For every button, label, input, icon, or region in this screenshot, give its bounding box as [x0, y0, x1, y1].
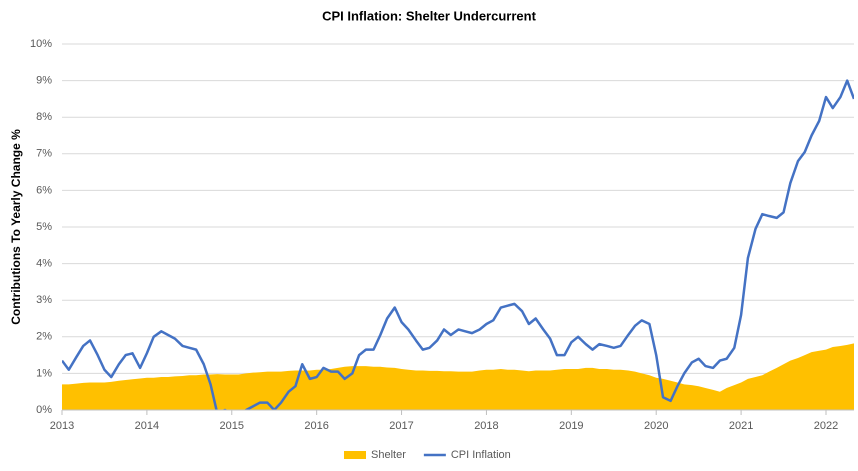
- line: [62, 79, 854, 410]
- y-axis-label: Contributions To Yearly Change %: [9, 129, 23, 325]
- x-tick-label: 2015: [220, 420, 244, 432]
- x-tick-label: 2014: [135, 420, 159, 432]
- x-tick-label: 2016: [304, 420, 328, 432]
- y-tick-label: 10%: [30, 38, 52, 50]
- legend-label: CPI Inflation: [451, 449, 511, 461]
- y-tick-label: 0%: [36, 404, 52, 416]
- area: [62, 343, 854, 410]
- y-tick-label: 1%: [36, 367, 52, 379]
- y-tick-label: 5%: [36, 221, 52, 233]
- x-tick-label: 2017: [389, 420, 413, 432]
- y-tick-label: 2%: [36, 331, 52, 343]
- x-tick-label: 2022: [814, 420, 838, 432]
- x-tick-label: 2019: [559, 420, 583, 432]
- y-tick-label: 4%: [36, 258, 52, 270]
- y-tick-label: 9%: [36, 75, 52, 87]
- x-tick-label: 2013: [50, 420, 74, 432]
- y-tick-label: 8%: [36, 111, 52, 123]
- legend-label: Shelter: [371, 449, 406, 461]
- y-tick-label: 6%: [36, 184, 52, 196]
- x-tick-label: 2020: [644, 420, 668, 432]
- x-tick-label: 2021: [729, 420, 753, 432]
- x-tick-label: 2018: [474, 420, 498, 432]
- y-tick-label: 3%: [36, 294, 52, 306]
- legend-swatch: [344, 451, 366, 459]
- chart-title: CPI Inflation: Shelter Undercurrent: [322, 8, 536, 23]
- y-tick-label: 7%: [36, 148, 52, 160]
- plot-area: [62, 79, 854, 410]
